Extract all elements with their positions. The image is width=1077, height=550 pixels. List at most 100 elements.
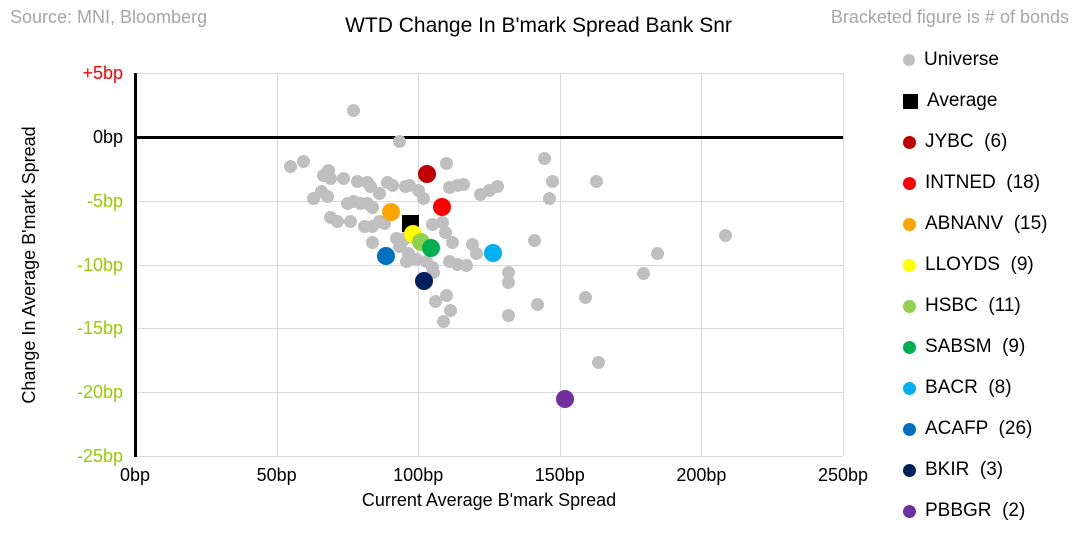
legend-item-bacr: BACR (8) [903, 374, 1075, 402]
point-pbbgr [556, 389, 575, 408]
legend-marker-circle-icon [903, 135, 916, 149]
gridline-horizontal [135, 264, 843, 266]
universe-point [400, 255, 414, 269]
y-tick-label: +5bp [82, 63, 123, 83]
universe-point [530, 297, 544, 311]
legend-item-acafp: ACAFP (26) [903, 415, 1075, 443]
universe-point [323, 172, 337, 186]
universe-point [590, 175, 604, 189]
universe-point [578, 291, 592, 305]
legend-label: Average [927, 90, 998, 111]
universe-point [651, 246, 664, 260]
universe-point [410, 252, 424, 266]
universe-point [457, 177, 470, 191]
universe-point [363, 180, 377, 194]
x-tick-label: 50bp [256, 465, 297, 485]
legend-item-bkir: BKIR (3) [903, 456, 1075, 484]
legend-item-universe: Universe [903, 46, 1075, 74]
universe-point [425, 218, 439, 232]
legend-item-pbbgr: PBBGR (2) [903, 497, 1075, 525]
universe-point [373, 186, 387, 200]
legend-item-jybc: JYBC (6) [903, 128, 1075, 156]
legend: Universe Average JYBC (6) INTNED (18) ABNANV… [903, 46, 1075, 538]
universe-point [366, 200, 380, 214]
x-tick-label: 0bp [119, 465, 151, 485]
legend-label: LLOYDS (9) [925, 254, 1034, 275]
universe-point [336, 172, 350, 186]
y-tick-label: -10bp [76, 254, 123, 275]
legend-label: HSBC (11) [925, 295, 1021, 316]
y-tick-label: 0bp [92, 126, 123, 147]
universe-point [366, 236, 380, 250]
zero-baseline [135, 135, 843, 139]
universe-point [435, 215, 449, 229]
y-axis-line [134, 73, 137, 457]
legend-item-intned: INTNED (18) [903, 169, 1075, 197]
gridline-horizontal [135, 328, 843, 330]
universe-point [321, 190, 335, 204]
legend-marker-circle-icon [903, 54, 915, 66]
universe-point [636, 266, 650, 280]
legend-label: INTNED (18) [925, 172, 1041, 193]
legend-label: Universe [924, 49, 999, 70]
universe-point [718, 228, 732, 242]
universe-point [459, 259, 473, 273]
universe-point [284, 159, 298, 173]
legend-label: ABNANV (15) [925, 213, 1048, 234]
universe-point [445, 236, 459, 250]
legend-label: BACR (8) [925, 377, 1012, 398]
point-bkir [414, 272, 433, 291]
universe-point [502, 309, 516, 323]
universe-point [343, 214, 357, 228]
universe-point [527, 233, 541, 247]
legend-item-average: Average [903, 87, 1075, 115]
universe-point [440, 288, 454, 302]
bracketed-figure-note: Bracketed figure is # of bonds [830, 7, 1069, 27]
universe-point [386, 178, 400, 192]
y-tick-label: -25bp [76, 446, 123, 466]
universe-point [428, 295, 442, 309]
gridline-horizontal [135, 456, 843, 457]
universe-point [417, 191, 431, 205]
point-abnanv [382, 203, 401, 222]
gridline-horizontal [135, 73, 843, 74]
universe-point [591, 356, 605, 370]
universe-point [350, 175, 364, 189]
universe-point [438, 226, 452, 240]
universe-point [502, 275, 516, 289]
point-bacr [484, 244, 503, 262]
legend-marker-circle-icon [903, 299, 916, 313]
universe-point [440, 157, 454, 171]
x-tick-label: 200bp [676, 465, 727, 485]
gridline-horizontal [135, 392, 843, 394]
legend-marker-circle-icon [903, 340, 916, 354]
source-label: Source: MNI, Bloomberg [10, 7, 208, 27]
legend-item-abnanv: ABNANV (15) [903, 210, 1075, 238]
point-sabsm [421, 238, 440, 257]
legend-label: BKIR (3) [925, 459, 1004, 480]
legend-marker-circle-icon [903, 176, 916, 190]
universe-point [444, 303, 458, 317]
gridline-horizontal [135, 200, 843, 202]
universe-point [393, 135, 407, 149]
y-tick-label: -20bp [76, 382, 123, 403]
legend-marker-square-icon [903, 93, 918, 109]
gridline-vertical [843, 73, 844, 456]
x-tick-label: 150bp [534, 465, 585, 485]
y-tick-label: -15bp [76, 318, 123, 339]
universe-point [490, 180, 504, 194]
x-tick-label: 250bp [817, 465, 869, 485]
universe-point [437, 315, 451, 329]
legend-marker-circle-icon [903, 381, 916, 395]
universe-point [546, 175, 560, 189]
legend-marker-circle-icon [903, 217, 916, 231]
x-axis-title: Current Average B'mark Spread [361, 490, 617, 510]
universe-point [330, 214, 344, 228]
legend-marker-circle-icon [903, 504, 916, 518]
universe-point [537, 152, 551, 166]
universe-point [346, 103, 360, 117]
legend-marker-circle-icon [903, 422, 916, 436]
universe-point [394, 236, 408, 250]
y-tick-label: -5bp [86, 190, 123, 211]
